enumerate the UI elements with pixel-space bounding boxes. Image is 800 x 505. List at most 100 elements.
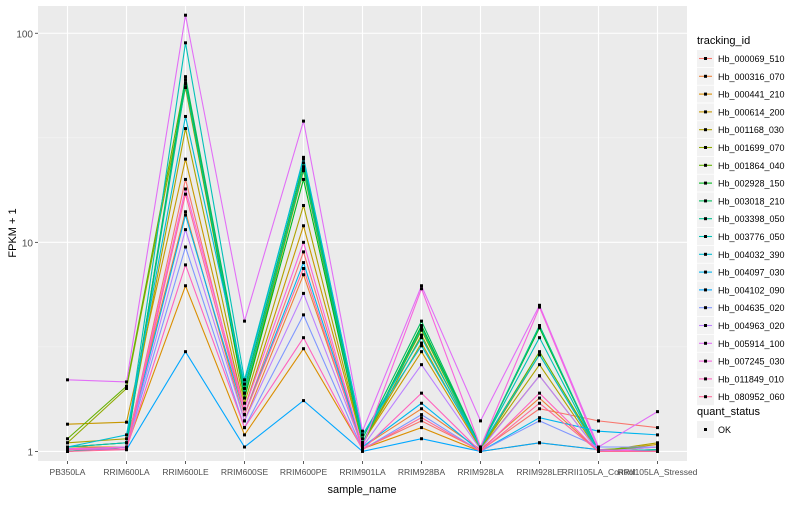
data-point: [66, 445, 69, 449]
data-point: [597, 419, 600, 423]
data-point: [597, 429, 600, 433]
data-point: [597, 445, 600, 449]
data-point: [538, 396, 541, 400]
x-tick-label: RRIM901LA: [339, 467, 386, 477]
legend-title: tracking_id: [697, 35, 750, 47]
data-point: [656, 410, 659, 414]
legend-key-point: [704, 252, 707, 256]
legend-label: Hb_080952_060: [718, 392, 785, 402]
legend-key-point: [704, 235, 707, 238]
data-point: [420, 336, 423, 340]
legend-label: Hb_003018_210: [718, 196, 785, 206]
x-axis-title: sample_name: [327, 484, 396, 496]
data-point: [66, 437, 69, 441]
legend-label: Hb_002928_150: [718, 179, 785, 189]
data-point: [420, 419, 423, 423]
legend-label: Hb_001168_030: [718, 125, 784, 135]
data-point: [125, 384, 128, 388]
data-point: [184, 192, 187, 196]
data-point: [538, 407, 541, 411]
legend-label: Hb_001699_070: [718, 143, 785, 153]
data-point: [302, 261, 305, 265]
data-point: [361, 442, 364, 446]
legend-key-point: [704, 359, 707, 363]
data-point: [420, 284, 423, 288]
data-point: [538, 336, 541, 340]
data-point: [66, 441, 69, 445]
data-point: [243, 445, 246, 449]
x-tick-label: RRIM928LE: [516, 467, 563, 477]
x-tick-label: PB350LA: [50, 467, 86, 477]
data-point: [420, 328, 423, 332]
data-point: [125, 386, 128, 390]
data-point: [420, 413, 423, 417]
legend-label: Hb_000316_070: [718, 72, 785, 82]
x-tick-label: RRIM600LE: [162, 467, 209, 477]
data-point: [420, 344, 423, 348]
data-point: [361, 448, 364, 452]
legend-key-point: [704, 341, 707, 345]
data-point: [184, 228, 187, 232]
data-point: [538, 441, 541, 445]
data-point: [66, 422, 69, 426]
data-point: [361, 433, 364, 437]
data-point: [184, 210, 187, 214]
data-point: [361, 441, 364, 445]
data-point: [125, 448, 128, 452]
data-point: [420, 350, 423, 354]
data-point: [361, 429, 364, 433]
data-point: [302, 291, 305, 295]
legend-key-point: [704, 270, 707, 274]
legend-key-point: [704, 146, 707, 149]
data-point: [656, 442, 659, 446]
data-point: [420, 324, 423, 328]
data-point: [243, 413, 246, 417]
data-point: [361, 437, 364, 441]
data-point: [184, 263, 187, 267]
data-point: [361, 449, 364, 453]
data-point: [302, 161, 305, 165]
data-point: [538, 363, 541, 367]
data-point: [184, 245, 187, 249]
legend-key-point: [704, 92, 707, 96]
data-point: [479, 419, 482, 423]
data-point: [66, 448, 69, 452]
data-point: [125, 441, 128, 445]
legend-key-point: [704, 217, 707, 221]
legend-label: Hb_000614_200: [718, 107, 785, 117]
legend-label: Hb_004963_020: [718, 321, 785, 331]
legend-label: Hb_000069_510: [718, 54, 785, 64]
legend-key-point: [704, 306, 707, 310]
x-tick-label: RRII105LA_Stressed: [618, 467, 698, 477]
data-point: [243, 386, 246, 390]
data-point: [184, 114, 187, 118]
data-point: [538, 303, 541, 307]
data-point: [538, 401, 541, 405]
data-point: [243, 396, 246, 400]
data-point: [184, 81, 187, 85]
data-point: [243, 378, 246, 382]
data-point: [656, 433, 659, 437]
x-tick-label: RRIM928LA: [457, 467, 504, 477]
legend-label: Hb_005914_100: [718, 339, 785, 349]
y-tick-label: 10: [22, 238, 34, 249]
data-point: [420, 326, 423, 330]
legend2-label: OK: [718, 425, 731, 435]
data-point: [479, 445, 482, 449]
data-point: [302, 224, 305, 228]
data-point: [479, 449, 482, 453]
x-tick-label: RRIM928BA: [398, 467, 446, 477]
data-point: [479, 448, 482, 452]
data-point: [420, 401, 423, 405]
data-point: [302, 204, 305, 208]
data-point: [538, 305, 541, 309]
legend-key-point: [704, 377, 707, 381]
data-point: [420, 407, 423, 411]
data-point: [302, 347, 305, 351]
legend-quant-status: quant_status OK: [697, 406, 760, 438]
data-point: [184, 13, 187, 17]
data-point: [243, 319, 246, 323]
data-point: [302, 266, 305, 270]
data-point: [184, 213, 187, 217]
